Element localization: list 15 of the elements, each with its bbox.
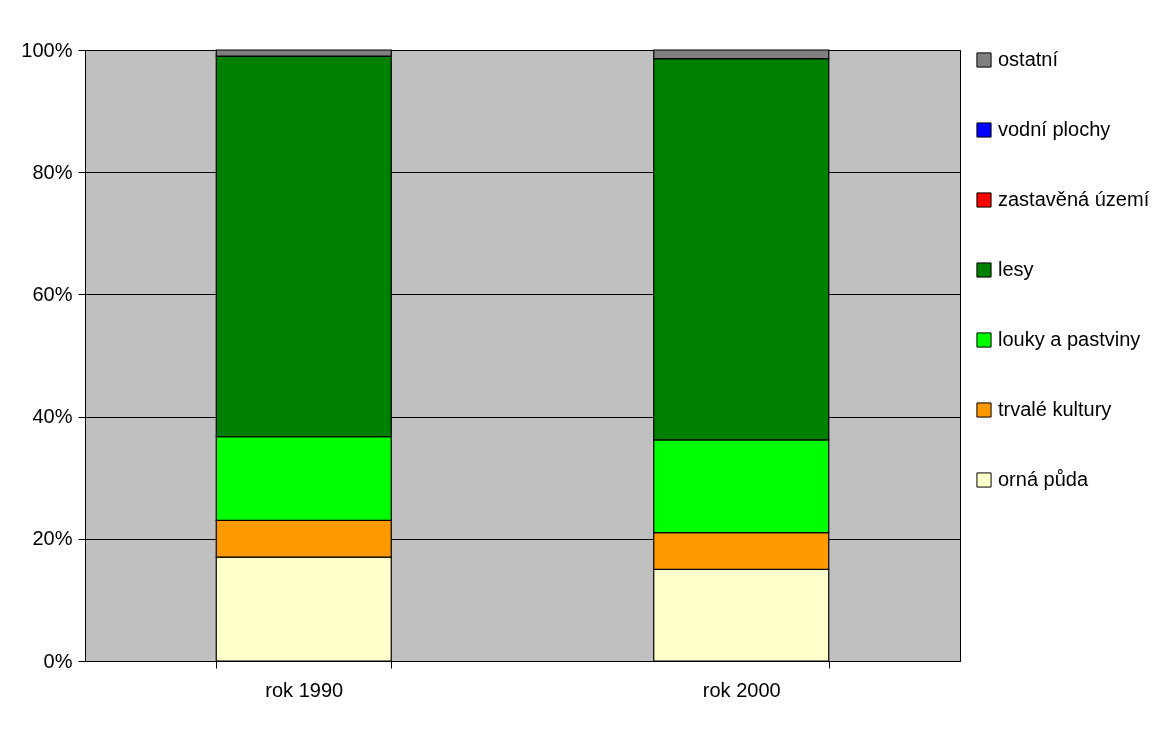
legend-label: louky a pastviny (998, 328, 1141, 350)
y-tick-label: 40% (32, 405, 73, 428)
legend-label: ostatní (998, 48, 1059, 70)
x-tick-label: rok 1990 (265, 678, 344, 701)
y-tick-label: 0% (43, 649, 73, 672)
legend-label: vodní plochy (998, 118, 1111, 140)
x-tick-label: rok 2000 (702, 678, 781, 701)
y-tick-label: 20% (32, 527, 73, 550)
legend-label: zastavěná území (998, 188, 1150, 210)
legend-label: lesy (998, 258, 1034, 280)
y-tick-label: 60% (32, 282, 73, 305)
y-tick-label: 80% (32, 160, 73, 183)
legend-label: trvalé kultury (998, 398, 1112, 420)
y-tick-label: 100% (21, 38, 73, 61)
legend-label: orná půda (998, 468, 1089, 490)
